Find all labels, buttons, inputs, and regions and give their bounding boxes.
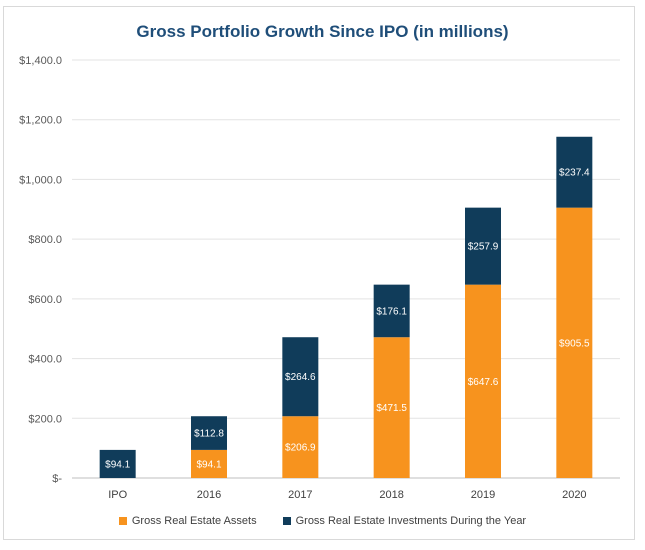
legend-label-assets: Gross Real Estate Assets bbox=[131, 515, 257, 527]
bar-investments bbox=[465, 207, 501, 285]
bar-gross-assets bbox=[465, 284, 501, 478]
x-tick-label: 2016 bbox=[197, 489, 221, 501]
x-tick-label: 2018 bbox=[379, 489, 403, 501]
legend-swatch-assets bbox=[118, 517, 127, 525]
bar-investments bbox=[191, 416, 227, 450]
y-tick-label: $1,400.0 bbox=[19, 55, 62, 67]
legend-item-investments: Gross Real Estate Investments During the… bbox=[282, 515, 527, 527]
bar-gross-assets bbox=[373, 337, 410, 478]
legend-swatch-investments bbox=[282, 517, 291, 525]
y-tick-label: $1,000.0 bbox=[19, 174, 62, 186]
data-label: $94.1 bbox=[105, 459, 130, 470]
chart-legend: Gross Real Estate Assets Gross Real Esta… bbox=[0, 515, 645, 527]
legend-label-investments: Gross Real Estate Investments During the… bbox=[295, 515, 527, 527]
x-tick-label: 2017 bbox=[288, 489, 312, 501]
bar-investments bbox=[282, 337, 319, 417]
y-tick-label: $600.0 bbox=[28, 294, 62, 306]
y-tick-label: $200.0 bbox=[28, 413, 62, 425]
data-label: $257.9 bbox=[468, 242, 499, 253]
bar-gross-assets bbox=[556, 207, 593, 479]
x-tick-label: 2019 bbox=[471, 489, 495, 501]
bar-gross-assets bbox=[191, 449, 227, 478]
chart-title: Gross Portfolio Growth Since IPO (in mil… bbox=[136, 22, 509, 41]
x-tick-label: IPO bbox=[108, 489, 127, 501]
y-tick-label: $1,200.0 bbox=[19, 115, 62, 127]
data-label: $905.5 bbox=[559, 338, 590, 349]
x-tick-label: 2020 bbox=[562, 489, 586, 501]
bar-investments bbox=[99, 449, 136, 478]
y-tick-label: $800.0 bbox=[28, 234, 62, 246]
data-label: $264.6 bbox=[285, 372, 316, 383]
data-label: $237.4 bbox=[559, 168, 590, 179]
stacked-bar-chart: $- $200.0 $400.0 $600.0 $800.0 $1,000.0 $1,200… bbox=[19, 55, 620, 501]
data-label: $94.1 bbox=[196, 459, 221, 470]
legend-item-assets: Gross Real Estate Assets bbox=[118, 515, 257, 527]
y-tick-label: $400.0 bbox=[28, 354, 62, 366]
data-label: $471.5 bbox=[376, 403, 407, 414]
data-label: $206.9 bbox=[285, 443, 316, 454]
data-label: $112.8 bbox=[194, 429, 224, 440]
y-tick-label: $- bbox=[52, 473, 62, 485]
bar-investments bbox=[373, 284, 410, 338]
bar-gross-assets bbox=[282, 416, 319, 478]
data-label: $647.6 bbox=[468, 377, 499, 388]
bar-investments bbox=[556, 136, 593, 208]
data-label: $176.1 bbox=[376, 306, 407, 317]
